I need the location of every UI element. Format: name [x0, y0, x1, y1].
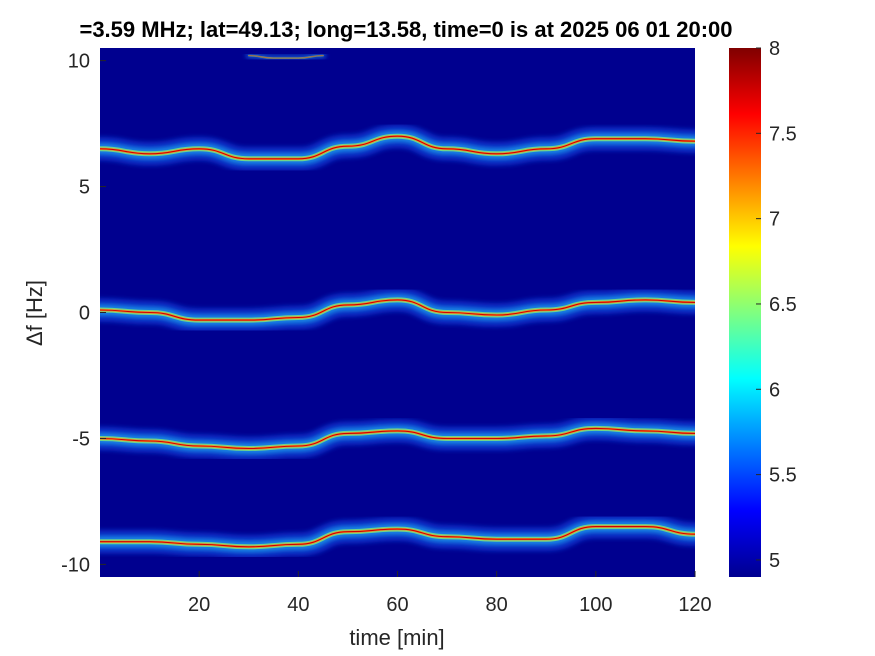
- y-axis-ticks: -10 -5 0 5 10: [61, 51, 106, 576]
- x-axis-label: time [min]: [349, 625, 444, 650]
- x-tick-label: 40: [287, 594, 309, 616]
- y-tick-label: 5: [79, 177, 90, 199]
- x-tick-label: 20: [188, 594, 210, 616]
- band-3: [100, 514, 695, 559]
- colorbar-tick-label: 5: [769, 550, 780, 572]
- colorbar-tick-label: 8: [769, 38, 780, 60]
- colorbar-ticks: 5 5.5 6 6.5 7 7.5 8: [756, 38, 797, 572]
- band-0: [100, 124, 695, 171]
- band-stroke: [100, 526, 695, 548]
- band-2: [100, 416, 695, 461]
- y-tick-label: -5: [72, 428, 90, 450]
- colorbar: [729, 48, 761, 577]
- y-tick-label: 10: [68, 51, 90, 73]
- y-tick-label: 0: [79, 303, 90, 325]
- x-tick-label: 60: [386, 594, 408, 616]
- band-4: [244, 51, 328, 63]
- band-1: [100, 287, 695, 333]
- colorbar-tick-label: 6: [769, 379, 780, 401]
- chart-title: =3.59 MHz; lat=49.13; long=13.58, time=0…: [79, 17, 732, 42]
- band-stroke: [248, 55, 324, 59]
- colorbar-tick-label: 5.5: [769, 465, 797, 487]
- x-tick-label: 120: [678, 594, 711, 616]
- band-stroke: [100, 135, 695, 160]
- y-tick-label: -10: [61, 554, 90, 576]
- band-stroke: [100, 427, 695, 450]
- y-axis-label: Δf [Hz]: [22, 280, 47, 346]
- x-axis-ticks: 20 40 60 80 100 120: [188, 571, 712, 616]
- colorbar-tick-label: 7.5: [769, 123, 797, 145]
- x-tick-label: 100: [579, 594, 612, 616]
- colorbar-tick-label: 6.5: [769, 294, 797, 316]
- x-tick-label: 80: [486, 594, 508, 616]
- colorbar-tick-label: 7: [769, 209, 780, 231]
- signal-bands: [100, 51, 695, 559]
- band-stroke: [100, 299, 695, 321]
